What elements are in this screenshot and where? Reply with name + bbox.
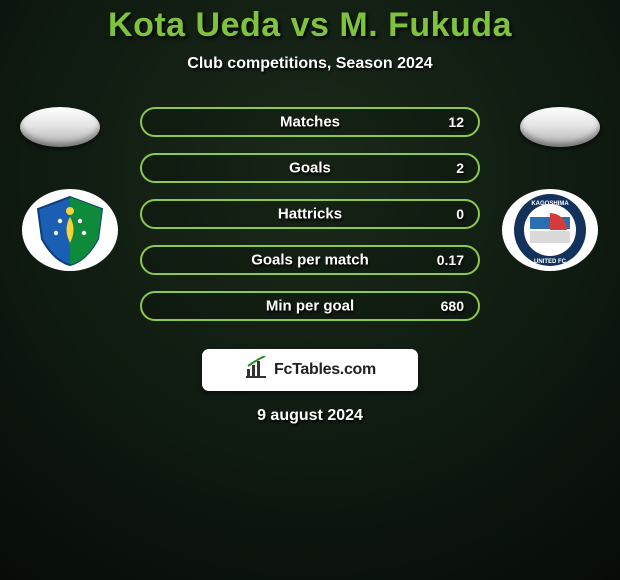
stat-value-right: 12	[448, 114, 464, 130]
stat-row-min-per-goal: Min per goal 680	[140, 291, 480, 321]
stat-row-goals: Goals 2	[140, 153, 480, 183]
brand-pill[interactable]: FcTables.com	[202, 349, 418, 391]
brand-text: FcTables.com	[274, 361, 376, 379]
stat-label: Goals	[142, 160, 478, 177]
player-left-avatar	[20, 107, 100, 147]
stat-label: Hattricks	[142, 206, 478, 223]
stat-row-hattricks: Hattricks 0	[140, 199, 480, 229]
page-title: Kota Ueda vs M. Fukuda	[0, 6, 620, 45]
stat-label: Min per goal	[142, 298, 478, 315]
comparison-card: Kota Ueda vs M. Fukuda Club competitions…	[0, 0, 620, 73]
stats-list: Matches 12 Goals 2 Hattricks 0 Goals per…	[140, 107, 480, 337]
stat-value-right: 0	[456, 206, 464, 222]
stat-value-right: 680	[441, 298, 464, 314]
svg-text:KAGOSHIMA: KAGOSHIMA	[531, 201, 569, 207]
stat-row-matches: Matches 12	[140, 107, 480, 137]
stat-value-right: 2	[456, 160, 464, 176]
team-right-badge: KAGOSHIMA UNITED FC	[500, 187, 600, 273]
footer-date: 9 august 2024	[0, 407, 620, 425]
stat-value-right: 0.17	[437, 252, 464, 268]
team-left-badge	[20, 187, 120, 273]
svg-text:UNITED FC: UNITED FC	[534, 259, 567, 265]
stat-row-goals-per-match: Goals per match 0.17	[140, 245, 480, 275]
player-right-avatar	[520, 107, 600, 147]
stat-label: Matches	[142, 114, 478, 131]
subtitle: Club competitions, Season 2024	[0, 55, 620, 73]
stat-label: Goals per match	[142, 252, 478, 269]
chart-icon	[244, 356, 268, 385]
